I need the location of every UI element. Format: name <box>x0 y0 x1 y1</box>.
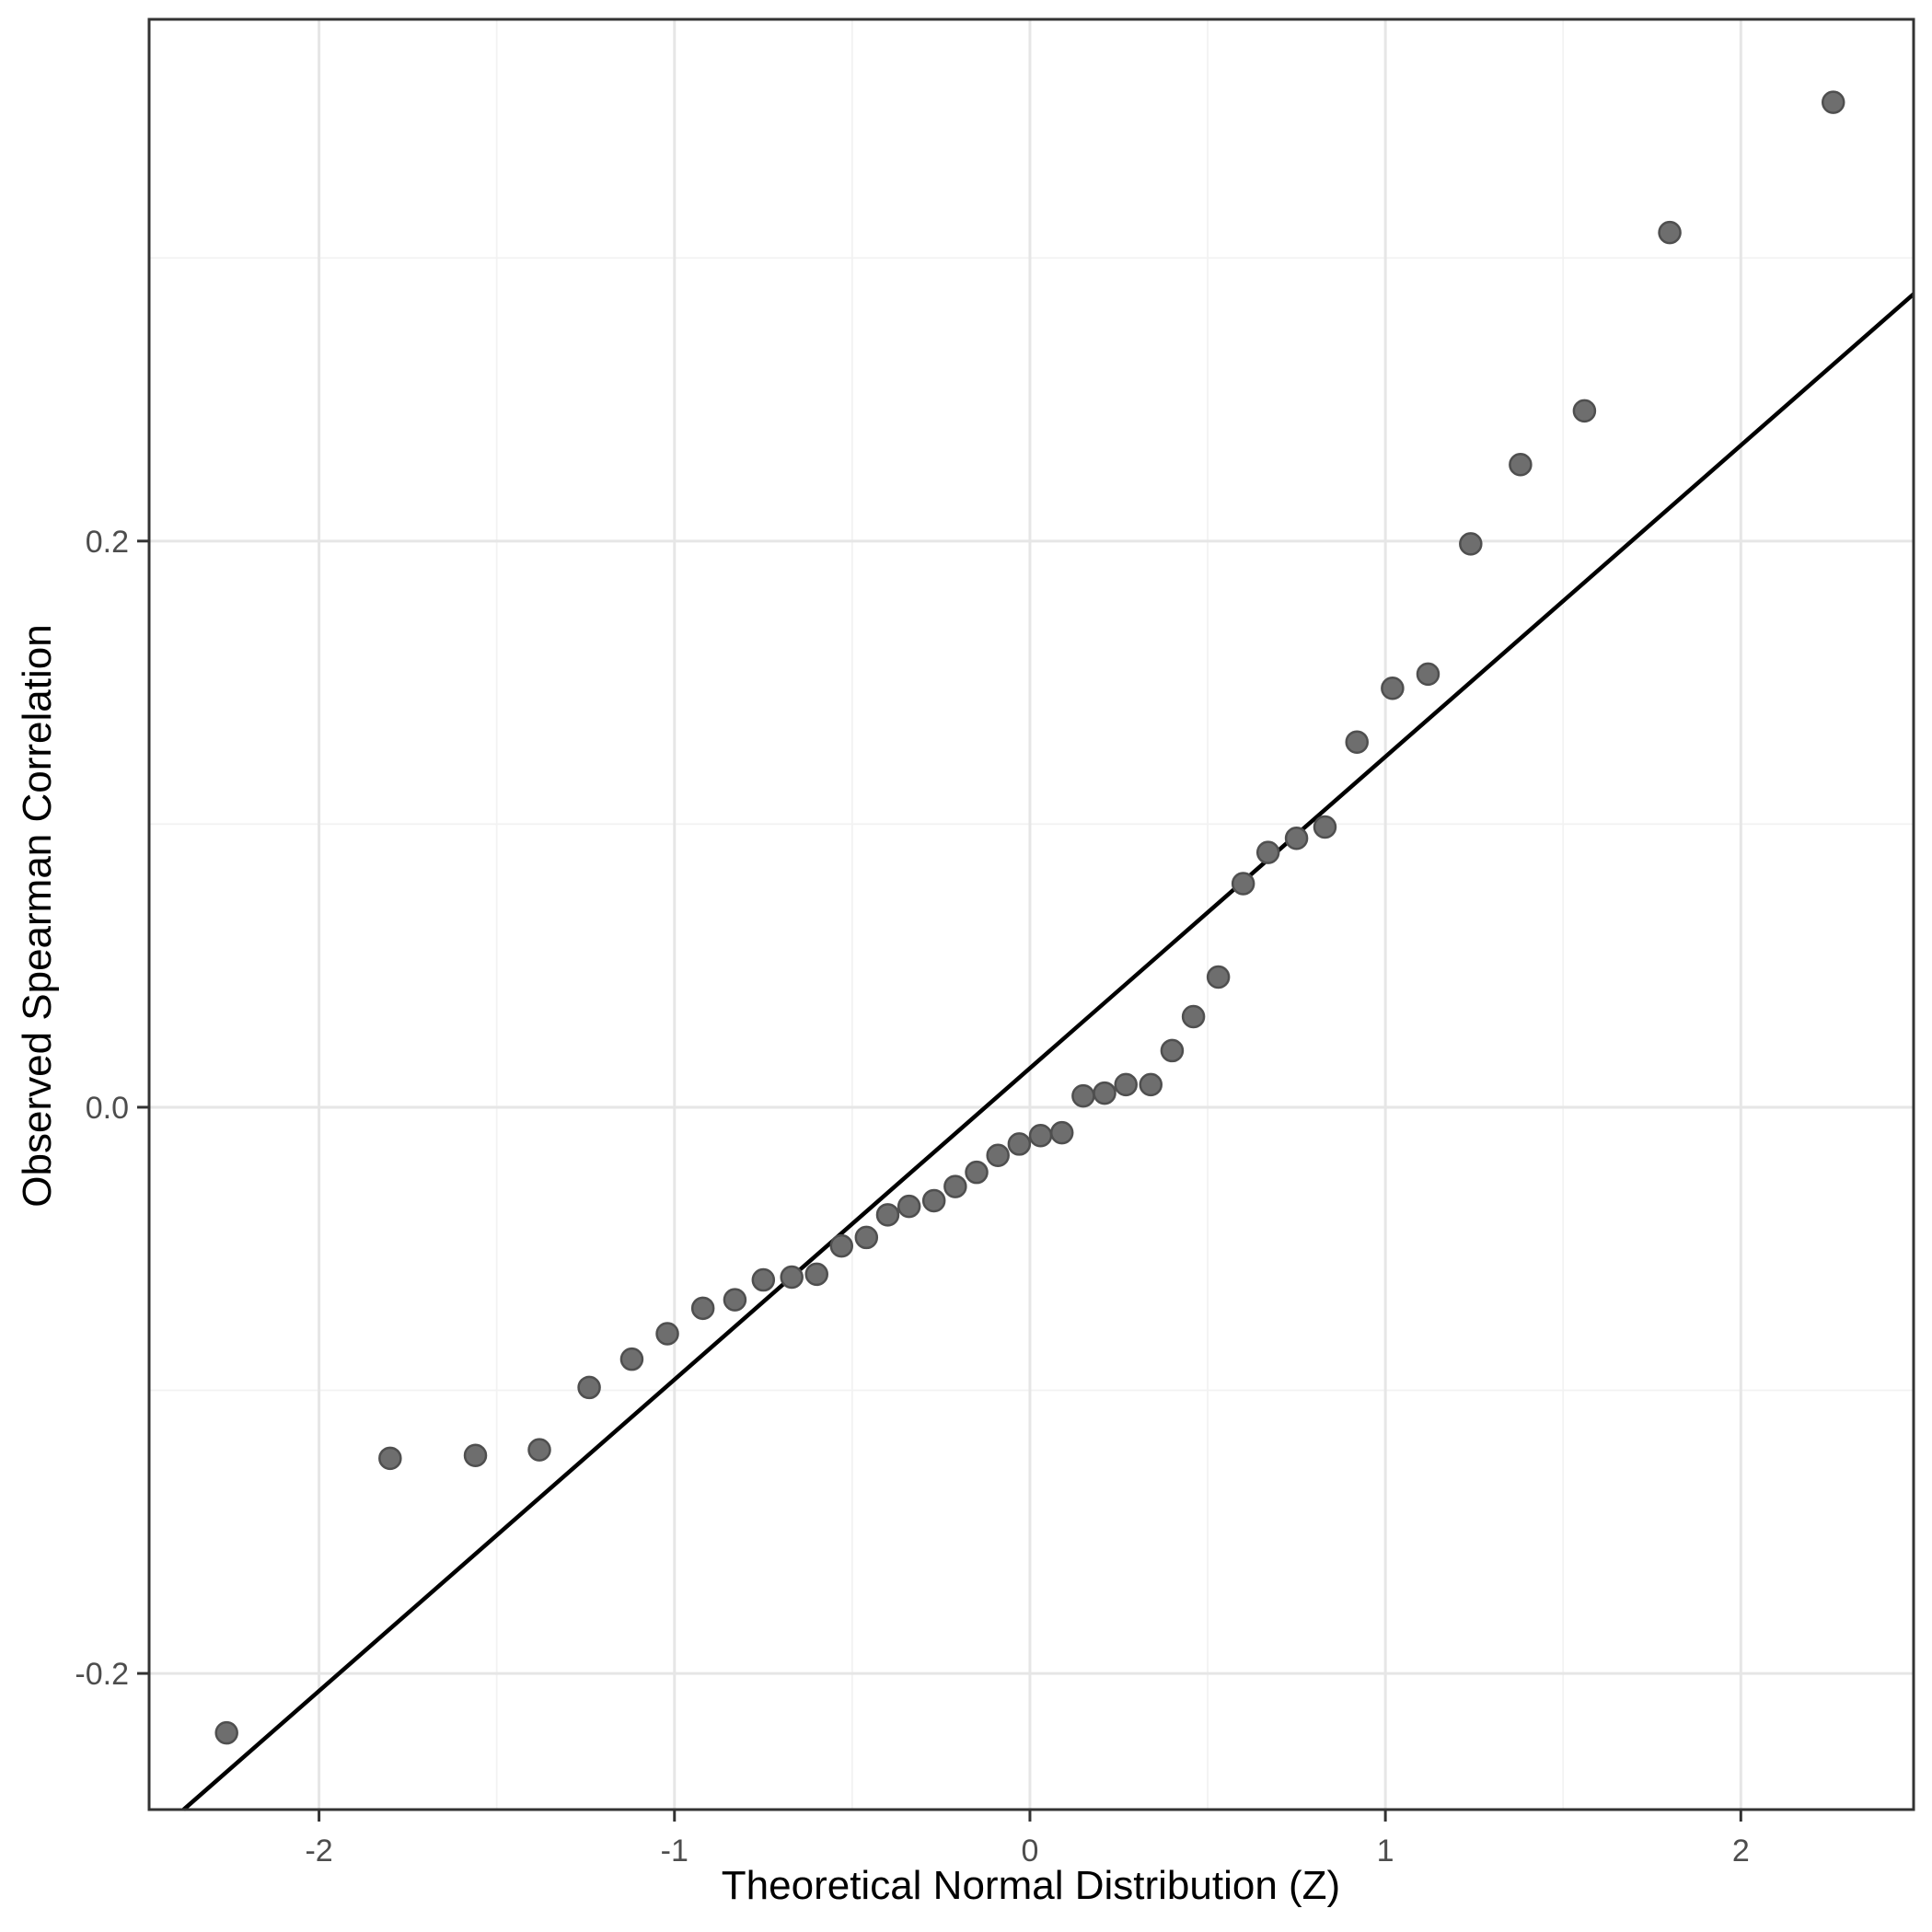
panel-border-layer <box>147 17 1915 1811</box>
data-point <box>1028 1123 1053 1148</box>
data-point <box>655 1322 679 1346</box>
x-tick-label: 0 <box>1021 1834 1038 1868</box>
data-point <box>723 1288 747 1312</box>
x-tick-label: -1 <box>661 1834 688 1868</box>
data-point <box>577 1375 601 1400</box>
data-point <box>1459 532 1483 556</box>
data-point <box>1071 1083 1095 1108</box>
x-axis-title: Theoretical Normal Distribution (Z) <box>722 1863 1340 1908</box>
x-axis: -2 -1 0 1 2 <box>305 1810 1750 1868</box>
x-tick-label: 2 <box>1732 1834 1750 1868</box>
y-tick-label: 0.2 <box>86 525 129 560</box>
panel-border <box>147 17 1915 1811</box>
data-point <box>1049 1120 1074 1145</box>
data-point <box>780 1265 804 1290</box>
data-point <box>986 1143 1010 1167</box>
data-points-layer <box>214 90 1845 1745</box>
data-point <box>1381 677 1405 700</box>
y-tick-label: -0.2 <box>75 1657 129 1692</box>
data-point <box>214 1720 238 1745</box>
data-point <box>1231 872 1255 896</box>
x-tick-label: 1 <box>1377 1834 1394 1868</box>
data-point <box>378 1446 402 1471</box>
data-point <box>921 1188 946 1213</box>
data-point <box>1284 827 1309 850</box>
data-point <box>1093 1081 1116 1105</box>
data-point <box>1416 662 1440 687</box>
data-point <box>1658 220 1682 245</box>
data-point <box>1160 1038 1185 1063</box>
data-point <box>1206 965 1231 989</box>
data-point <box>965 1160 989 1185</box>
data-point <box>943 1174 967 1198</box>
data-point <box>1313 815 1337 839</box>
reference-line-layer <box>182 292 1915 1811</box>
data-point <box>804 1262 828 1287</box>
major-gridlines <box>149 19 1914 1810</box>
data-point <box>1821 90 1845 114</box>
data-point <box>875 1203 900 1227</box>
data-point <box>619 1347 644 1371</box>
data-point <box>1139 1072 1163 1097</box>
y-tick-label: 0.0 <box>86 1091 129 1126</box>
data-point <box>854 1225 879 1250</box>
data-point <box>1007 1132 1032 1156</box>
y-axis: -0.2 0.0 0.2 <box>75 525 149 1692</box>
data-point <box>463 1443 488 1467</box>
x-tick-label: -2 <box>305 1834 332 1868</box>
data-point <box>1572 399 1597 423</box>
data-point <box>1345 730 1369 754</box>
data-point <box>1255 840 1280 864</box>
data-point <box>527 1438 551 1462</box>
data-point <box>751 1267 776 1292</box>
data-point <box>1181 1004 1206 1029</box>
data-point <box>1114 1072 1138 1097</box>
data-point <box>1509 453 1533 477</box>
data-point <box>690 1296 715 1321</box>
y-axis-title: Observed Spearman Correlation <box>15 624 60 1207</box>
data-point <box>897 1194 921 1219</box>
data-point <box>829 1233 854 1258</box>
qq-reference-line <box>182 292 1915 1811</box>
minor-gridlines <box>149 19 1914 1810</box>
